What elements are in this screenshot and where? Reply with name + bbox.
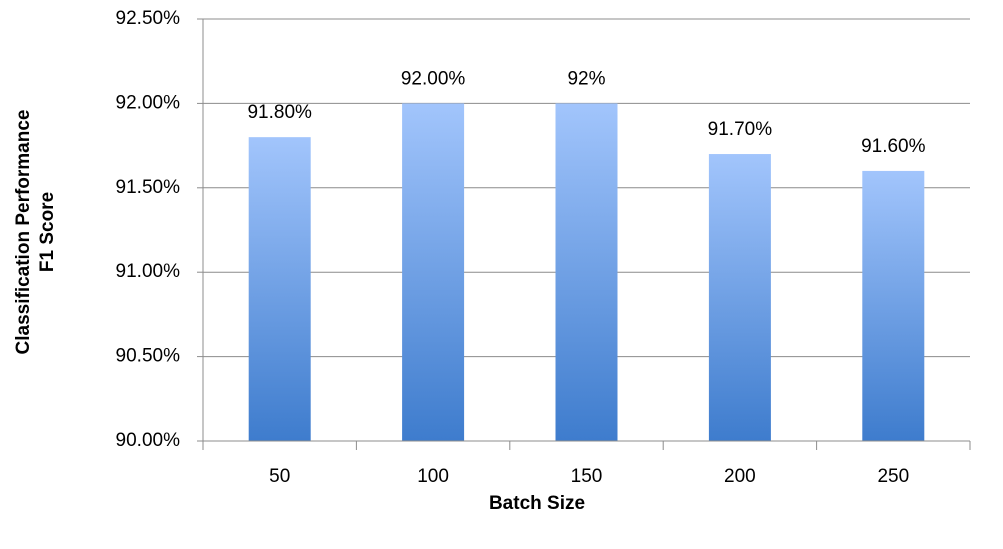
- y-tick-label: 91.00%: [116, 261, 181, 282]
- y-tick-label: 91.50%: [116, 177, 181, 198]
- bar: [862, 170, 925, 442]
- x-tick-label: 200: [724, 466, 756, 487]
- x-tick-label: 50: [269, 466, 290, 487]
- value-label: 92.00%: [401, 68, 466, 89]
- bar: [248, 137, 311, 441]
- y-axis-title-line: Classification Performance: [13, 110, 34, 355]
- y-tick-label: 90.00%: [116, 430, 181, 451]
- bar: [402, 103, 465, 442]
- value-label: 91.80%: [247, 102, 312, 123]
- value-label: 92%: [567, 68, 605, 89]
- bar: [555, 103, 618, 442]
- x-axis-title: Batch Size: [489, 493, 585, 514]
- y-tick-label: 92.00%: [116, 92, 181, 113]
- y-axis-title-line: F1 Score: [37, 192, 58, 272]
- y-axis-title: Classification Performance F1 Score: [13, 110, 58, 355]
- value-label: 91.60%: [861, 136, 926, 157]
- bar: [708, 154, 771, 442]
- y-tick-label: 90.50%: [116, 346, 181, 367]
- x-tick-label: 250: [877, 466, 909, 487]
- value-label: 91.70%: [708, 119, 773, 140]
- x-tick-label: 100: [417, 466, 449, 487]
- x-tick-label: 150: [571, 466, 603, 487]
- y-tick-label: 92.50%: [116, 8, 181, 29]
